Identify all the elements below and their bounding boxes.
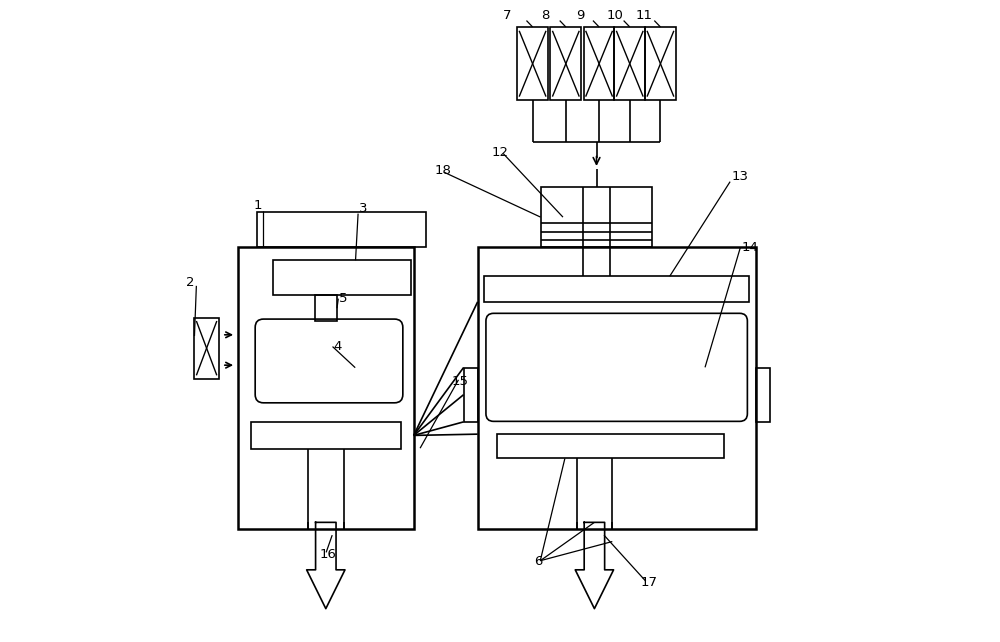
Text: 7: 7: [503, 9, 512, 22]
Text: 2: 2: [186, 276, 195, 289]
Bar: [273, 260, 411, 295]
Text: 13: 13: [731, 170, 748, 184]
Text: 5: 5: [339, 292, 347, 305]
Bar: [541, 187, 652, 247]
Text: 3: 3: [359, 202, 368, 215]
Text: 17: 17: [641, 577, 658, 589]
Text: 4: 4: [334, 340, 342, 352]
Bar: [464, 367, 478, 422]
Bar: [584, 27, 614, 100]
Bar: [238, 247, 414, 529]
Bar: [645, 27, 676, 100]
Bar: [550, 27, 581, 100]
Bar: [614, 27, 645, 100]
Text: 8: 8: [541, 9, 549, 22]
Text: 15: 15: [451, 375, 468, 388]
Bar: [478, 247, 756, 529]
Bar: [756, 367, 770, 422]
Bar: [484, 276, 749, 302]
Text: 12: 12: [492, 146, 509, 159]
Text: 6: 6: [535, 555, 543, 568]
Bar: [194, 318, 219, 379]
Bar: [257, 213, 426, 247]
Text: 10: 10: [607, 9, 624, 22]
Text: 16: 16: [320, 548, 337, 560]
Bar: [251, 422, 401, 449]
Text: 18: 18: [435, 164, 452, 177]
Text: 14: 14: [742, 241, 759, 254]
Text: 11: 11: [636, 9, 653, 22]
Bar: [497, 434, 724, 458]
Text: 9: 9: [576, 9, 584, 22]
Bar: [517, 27, 548, 100]
Bar: [315, 295, 337, 321]
Text: 1: 1: [254, 199, 262, 212]
